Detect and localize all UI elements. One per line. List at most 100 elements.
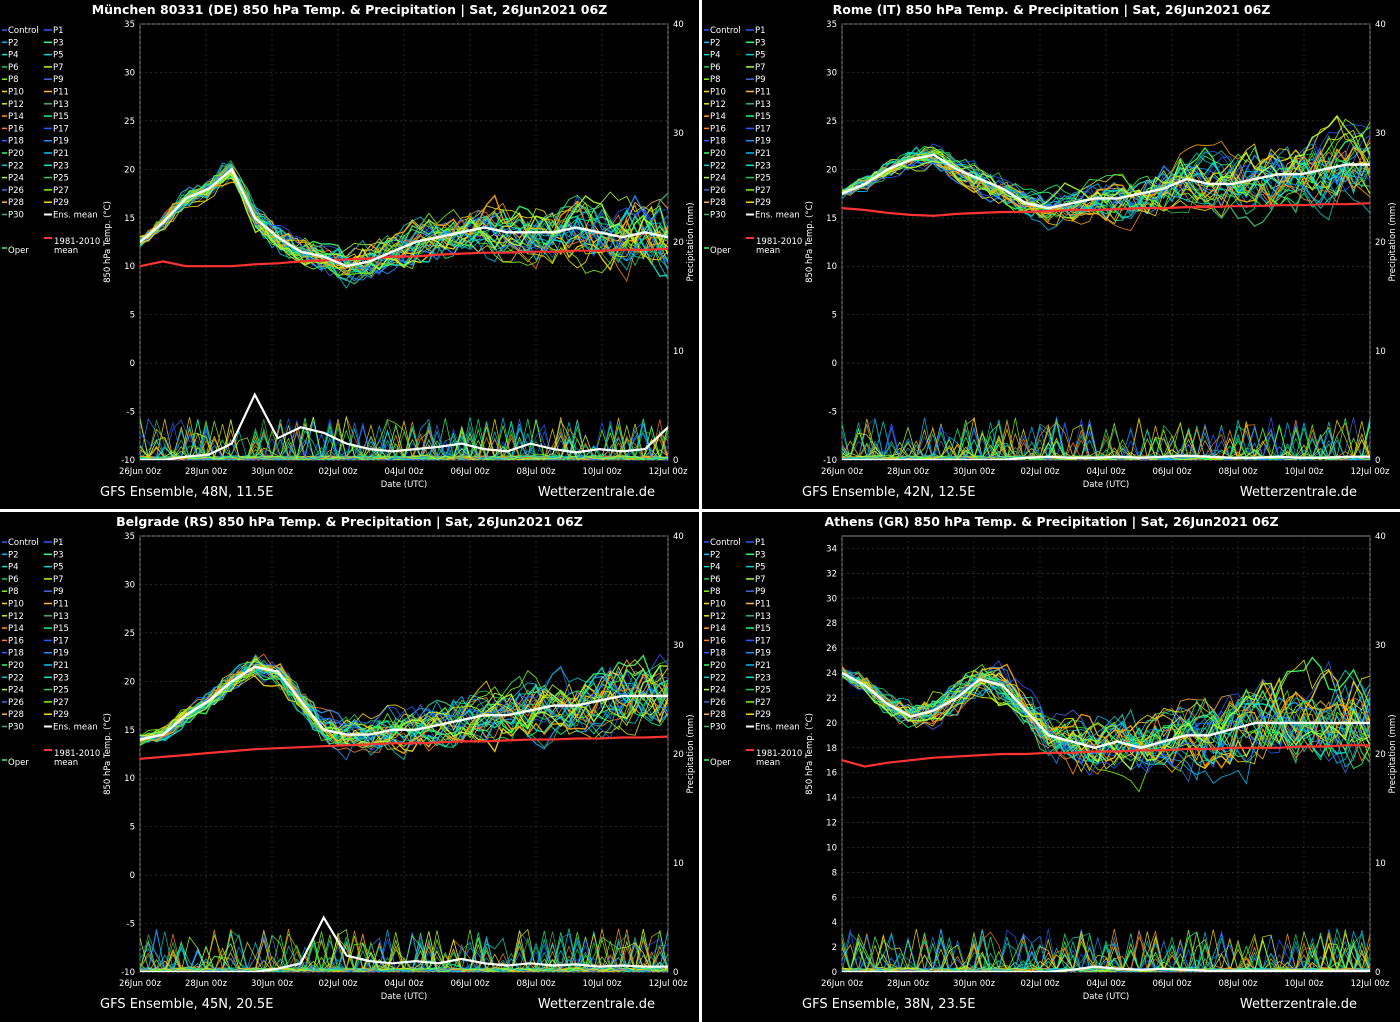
legend-item: Ens. mean [53,211,98,221]
y-tick-label: 20 [826,165,837,175]
legend-item: P25 [755,174,771,184]
y-tick-label: 22 [826,694,837,704]
legend-item: P6 [8,63,19,73]
legend-item: P14 [710,624,726,634]
y2-tick-label: 0 [1375,968,1380,978]
legend-item: Control [8,26,39,36]
legend-item: P15 [755,112,771,122]
y2-tick-label: 0 [1375,456,1380,466]
legend-item: P4 [710,563,721,573]
legend-item: P8 [710,75,721,85]
y-tick-label: 5 [832,311,837,321]
legend-item: P17 [53,636,69,646]
y-tick-label: 10 [826,262,837,272]
x-tick-label: 10Jul 00z [1284,467,1324,477]
legend-item: P2 [710,550,721,560]
legend-item: P9 [755,587,766,597]
legend-item: P11 [755,600,771,610]
chart-svg: Belgrade (RS) 850 hPa Temp. & Precipitat… [2,514,696,1012]
x-tick-label: 30Jun 00z [251,979,294,989]
chart-svg: Rome (IT) 850 hPa Temp. & Precipitation … [704,2,1398,500]
legend-item: Ens. mean [53,723,98,733]
x-tick-label: 10Jul 00z [582,979,622,989]
y-tick-label: 6 [832,893,837,903]
legend-item: P20 [8,149,24,159]
legend-item: P6 [8,575,19,585]
legend-item: P8 [710,587,721,597]
footer-brand: Wetterzentrale.de [538,997,655,1012]
legend-oper-label: Oper [8,758,29,768]
legend-item: P3 [755,38,766,48]
x-tick-label: 02Jul 00z [1020,979,1060,989]
legend-item: P16 [710,124,726,134]
legend-item: P28 [710,710,726,720]
legend-item: P13 [53,100,69,110]
legend-item: P10 [8,600,24,610]
y2-tick-label: 10 [1375,859,1386,869]
x-tick-label: 04Jul 00z [384,979,424,989]
legend-item: P21 [755,149,771,159]
chart-panel-rome: Rome (IT) 850 hPa Temp. & Precipitation … [702,0,1400,510]
ensemble-member-line [842,671,1370,770]
legend-item: P24 [8,174,24,184]
ensemble-member-line [842,667,1370,776]
x-axis-label: Date (UTC) [381,992,428,1002]
legend-item: P27 [53,698,69,708]
legend-item: P22 [710,161,726,171]
y2-tick-label: 20 [673,238,684,248]
ensemble-mean-line [140,167,668,268]
legend-item: P5 [53,51,64,61]
legend-item: P18 [710,137,726,147]
legend-item: P14 [8,624,24,634]
y2-tick-label: 40 [1375,532,1386,542]
legend-item: P7 [755,575,766,585]
y2-axis-label: Precipitation (mm) [686,714,696,793]
y-axis-label: 850 hPa Temp. (°C) [103,201,113,283]
y-tick-label: 10 [124,774,135,784]
climatology-mean-line [140,735,668,760]
x-tick-label: 02Jul 00z [318,467,358,477]
y-tick-label: 30 [826,68,837,78]
ensemble-mean-precip-line [140,915,668,972]
ensemble-member-line [842,146,1370,215]
chart-svg: Athens (GR) 850 hPa Temp. & Precipitatio… [704,514,1398,1012]
ensemble-member-line [842,116,1370,226]
x-tick-label: 10Jul 00z [1284,979,1324,989]
y-tick-label: 15 [826,214,837,224]
x-tick-label: 10Jul 00z [582,467,622,477]
legend-item: P21 [755,661,771,671]
legend-clim-label: mean [54,758,78,768]
ensemble-member-line [140,653,668,752]
legend-item: P26 [710,186,726,196]
plot-area [842,656,1370,972]
legend-item: P10 [8,88,24,98]
ensemble-member-line [140,171,668,275]
y-tick-label: 5 [130,823,135,833]
footer-source: GFS Ensemble, 48N, 11.5E [100,485,273,500]
y-tick-label: 15 [124,214,135,224]
legend-item: P6 [710,63,721,73]
y2-tick-label: 10 [673,859,684,869]
legend-item: P22 [8,161,24,171]
legend-item: P27 [755,186,771,196]
x-tick-label: 26Jun 00z [119,979,162,989]
y-tick-label: 16 [826,769,837,779]
legend-clim-label: 1981-2010 [756,749,802,759]
footer-source: GFS Ensemble, 45N, 20.5E [100,997,273,1012]
x-tick-label: 26Jun 00z [821,979,864,989]
legend-item: P2 [710,38,721,48]
legend-item: P27 [755,698,771,708]
legend-item: P25 [53,174,69,184]
y-tick-label: -5 [127,408,135,418]
chart-title: Rome (IT) 850 hPa Temp. & Precipitation … [833,2,1271,17]
ensemble-mean-line [842,671,1370,750]
legend-item: P28 [710,198,726,208]
legend: Control P2 P4 P6 P8 P10 P12 P14 P16 P18 P20 P22 P24 P… [2,26,100,256]
footer-brand: Wetterzentrale.de [1240,997,1357,1012]
y-tick-label: -5 [829,408,837,418]
legend-item: P17 [755,124,771,134]
legend-item: P29 [53,710,69,720]
legend-item: P23 [53,161,69,171]
x-tick-label: 06Jul 00z [450,467,490,477]
legend-item: P24 [710,174,726,184]
